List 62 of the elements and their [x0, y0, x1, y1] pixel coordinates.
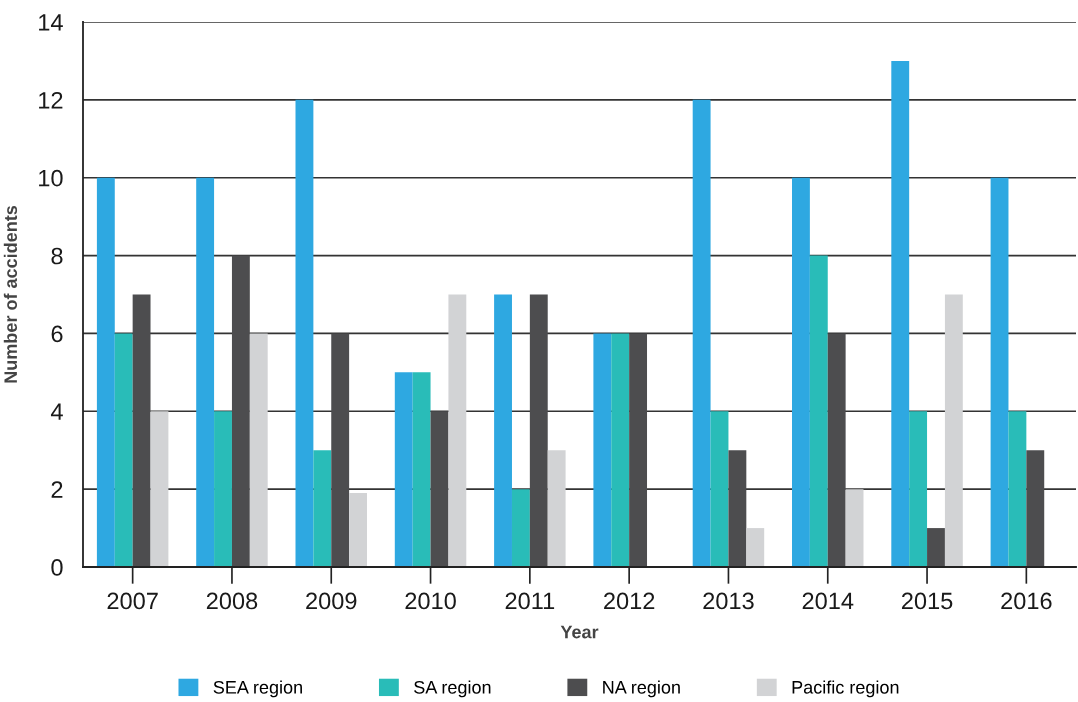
- bar: [710, 411, 729, 567]
- bar: [394, 372, 413, 567]
- bar: [448, 294, 467, 567]
- bar: [494, 294, 512, 567]
- x-tick-label: 2008: [206, 592, 258, 610]
- bar: [809, 255, 828, 567]
- bar: [231, 255, 250, 567]
- bar: [1008, 411, 1027, 567]
- bar: [629, 333, 648, 567]
- bar: [692, 99, 711, 567]
- y-tick-label: 10: [39, 169, 63, 187]
- y-tick-label: 8: [51, 247, 63, 265]
- y-tick-label: 2: [51, 481, 63, 498]
- y-tick-label: 14: [39, 14, 63, 31]
- legend-label: SA region: [414, 680, 491, 698]
- bar: [349, 493, 367, 567]
- x-axis-title: Year: [560, 625, 599, 639]
- x-tick-label: 2014: [802, 592, 854, 610]
- bar: [1026, 450, 1045, 567]
- legend-label: SEA region: [213, 680, 302, 698]
- bar: [845, 489, 864, 567]
- bar: [593, 333, 612, 567]
- y-tick-label: 0: [51, 559, 63, 576]
- x-tick-label: 2015: [901, 592, 953, 610]
- bar: [511, 489, 530, 567]
- bar: [150, 411, 169, 567]
- bar: [611, 333, 630, 567]
- bar: [746, 528, 765, 567]
- x-tick-label: 2013: [703, 592, 754, 610]
- bar: [196, 177, 215, 567]
- bar: [331, 333, 350, 567]
- bar: [944, 294, 963, 567]
- x-tick-label: 2007: [107, 592, 158, 610]
- bar: [430, 411, 449, 567]
- bar: [96, 177, 115, 567]
- y-tick-label: 12: [39, 91, 63, 109]
- legend-label: NA region: [603, 680, 680, 698]
- y-tick-label: 6: [51, 325, 63, 343]
- bar: [990, 177, 1009, 567]
- y-tick-label: 4: [50, 403, 63, 420]
- bar: [792, 177, 810, 567]
- bar: [132, 294, 151, 567]
- x-tick-label: 2009: [306, 592, 357, 610]
- x-tick-label: 2010: [405, 592, 456, 610]
- bar: [827, 333, 846, 567]
- legend-label: Pacific region: [792, 680, 899, 698]
- x-tick-label: 2016: [1001, 592, 1052, 610]
- bar: [295, 99, 314, 567]
- bar: [313, 450, 332, 567]
- x-tick-label: 2011: [505, 592, 555, 610]
- x-tick-label: 2012: [604, 592, 655, 610]
- bar: [891, 60, 910, 567]
- bar: [728, 450, 747, 567]
- bar: [909, 411, 928, 567]
- bar: [412, 372, 431, 567]
- y-axis-title: Number of accidents: [3, 205, 18, 383]
- bar: [249, 333, 268, 567]
- bar: [547, 450, 566, 567]
- bar: [114, 333, 133, 567]
- bar: [927, 528, 945, 567]
- bar: [214, 411, 232, 567]
- bar: [529, 294, 548, 567]
